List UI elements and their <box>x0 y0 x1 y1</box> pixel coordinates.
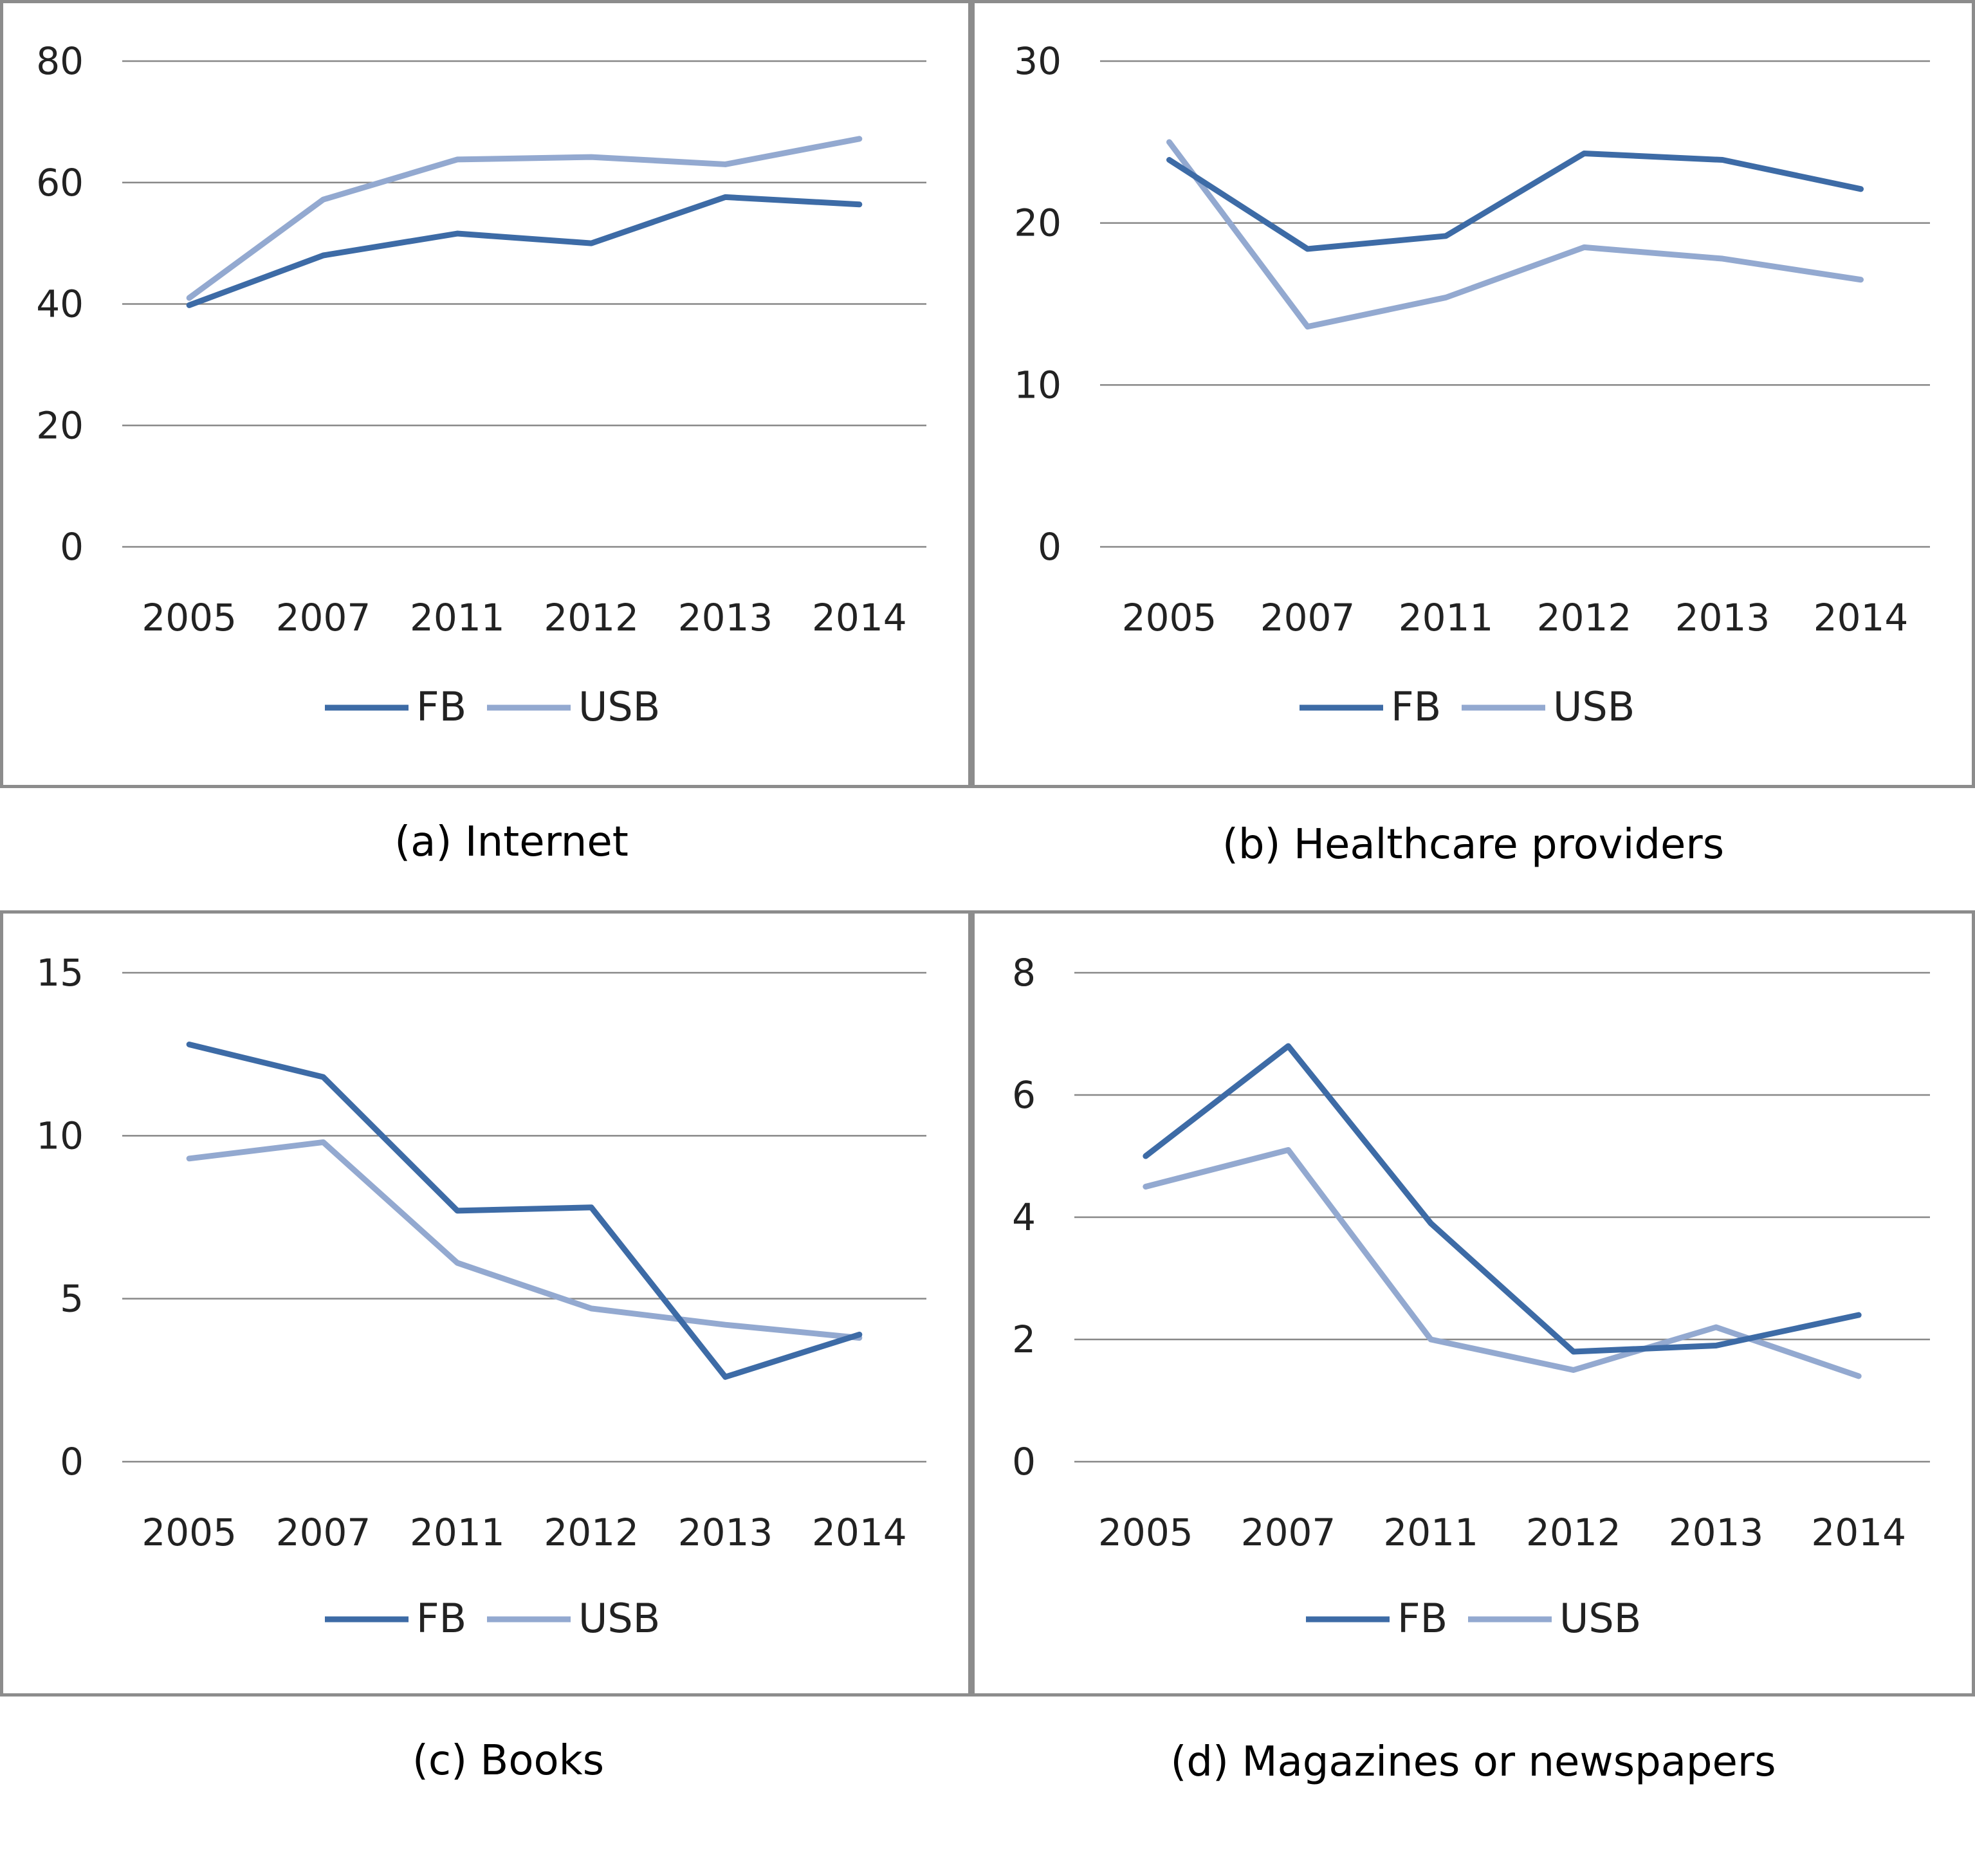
y-tick-label: 20 <box>36 403 84 447</box>
series-line-usb <box>186 136 863 301</box>
series-line-fb <box>186 194 863 308</box>
x-tick-label: 2007 <box>276 596 371 639</box>
y-tick-label: 40 <box>36 282 84 326</box>
legend-label-usb: USB <box>578 683 660 730</box>
y-tick-label: 15 <box>36 951 84 995</box>
chart-internet: 0 20 40 60 80 2005 2007 2011 2012 2013 2014 FB USB <box>36 39 926 730</box>
series-line-fb <box>186 1041 863 1380</box>
caption-healthcare-providers: (b) Healthcare providers <box>1222 821 1725 869</box>
x-tick-label: 2013 <box>1669 1511 1764 1554</box>
caption-magazines-or-newspapers: (d) Magazines or newspapers <box>1170 1738 1776 1786</box>
caption-internet: (a) Internet <box>394 818 629 866</box>
series-line-fb <box>1143 1043 1862 1355</box>
y-tick-label: 0 <box>60 1440 84 1484</box>
x-tick-label: 2007 <box>276 1511 371 1554</box>
x-tick-label: 2011 <box>1383 1511 1478 1554</box>
x-tick-label: 2005 <box>142 1511 237 1554</box>
x-tick-label: 2013 <box>678 1511 773 1554</box>
chart-magazines-or-newspapers: 0 2 4 6 8 2005 2007 2011 2012 2013 2014 FB USB <box>1012 951 1930 1642</box>
legend-label-fb: FB <box>1391 683 1441 730</box>
y-tick-label: 30 <box>1014 39 1061 83</box>
x-tick-label: 2012 <box>1537 596 1632 639</box>
y-tick-label: 5 <box>60 1277 84 1321</box>
x-tick-label: 2011 <box>410 596 505 639</box>
x-tick-label: 2012 <box>544 1511 639 1554</box>
x-tick-label: 2005 <box>1122 596 1217 639</box>
legend-label-fb: FB <box>416 683 466 730</box>
y-tick-label: 8 <box>1012 951 1036 995</box>
series-line-fb <box>1166 150 1864 252</box>
x-tick-label: 2014 <box>1814 596 1909 639</box>
y-tick-label: 2 <box>1012 1318 1036 1361</box>
y-tick-label: 10 <box>36 1114 84 1157</box>
legend-label-usb: USB <box>1553 683 1635 730</box>
x-tick-label: 2005 <box>142 596 237 639</box>
x-tick-label: 2007 <box>1260 596 1355 639</box>
y-tick-label: 80 <box>36 39 84 83</box>
chart-panel-magazines-or-newspapers: 0 2 4 6 8 2005 2007 2011 2012 2013 2014 FB USB <box>971 910 1975 1697</box>
chart-panel-healthcare-providers: 0 10 20 30 2005 2007 2011 2012 2013 2014 FB USB <box>971 0 1975 788</box>
y-tick-label: 4 <box>1012 1195 1036 1239</box>
x-tick-label: 2005 <box>1098 1511 1193 1554</box>
y-tick-label: 0 <box>1012 1440 1036 1484</box>
x-tick-label: 2013 <box>1675 596 1770 639</box>
series-line-usb <box>1166 139 1864 330</box>
y-tick-label: 60 <box>36 161 84 205</box>
chart-books: 0 5 10 15 2005 2007 2011 2012 2013 2014 FB USB <box>36 951 926 1642</box>
chart-panel-internet: 0 20 40 60 80 2005 2007 2011 2012 2013 2014 FB USB <box>0 0 971 788</box>
x-tick-label: 2013 <box>678 596 773 639</box>
x-tick-label: 2014 <box>812 596 907 639</box>
chart-panel-books: 0 5 10 15 2005 2007 2011 2012 2013 2014 FB USB <box>0 910 971 1697</box>
x-tick-label: 2012 <box>544 596 639 639</box>
caption-books: (c) Books <box>412 1737 605 1785</box>
y-tick-label: 10 <box>1014 363 1061 407</box>
series-line-usb <box>1143 1147 1862 1379</box>
x-tick-label: 2011 <box>1399 596 1494 639</box>
x-tick-label: 2012 <box>1526 1511 1621 1554</box>
x-tick-label: 2011 <box>410 1511 505 1554</box>
legend-label-fb: FB <box>1397 1595 1447 1642</box>
y-tick-label: 0 <box>60 525 84 569</box>
x-tick-label: 2014 <box>1811 1511 1906 1554</box>
chart-healthcare-providers: 0 10 20 30 2005 2007 2011 2012 2013 2014 FB USB <box>1014 39 1930 730</box>
legend-label-fb: FB <box>416 1595 466 1642</box>
x-tick-label: 2007 <box>1241 1511 1336 1554</box>
legend-label-usb: USB <box>578 1595 660 1642</box>
y-tick-label: 6 <box>1012 1073 1036 1117</box>
y-tick-label: 0 <box>1038 525 1061 569</box>
y-tick-label: 20 <box>1014 201 1061 245</box>
legend-label-usb: USB <box>1559 1595 1641 1642</box>
x-tick-label: 2014 <box>812 1511 907 1554</box>
series-line-usb <box>186 1139 863 1341</box>
